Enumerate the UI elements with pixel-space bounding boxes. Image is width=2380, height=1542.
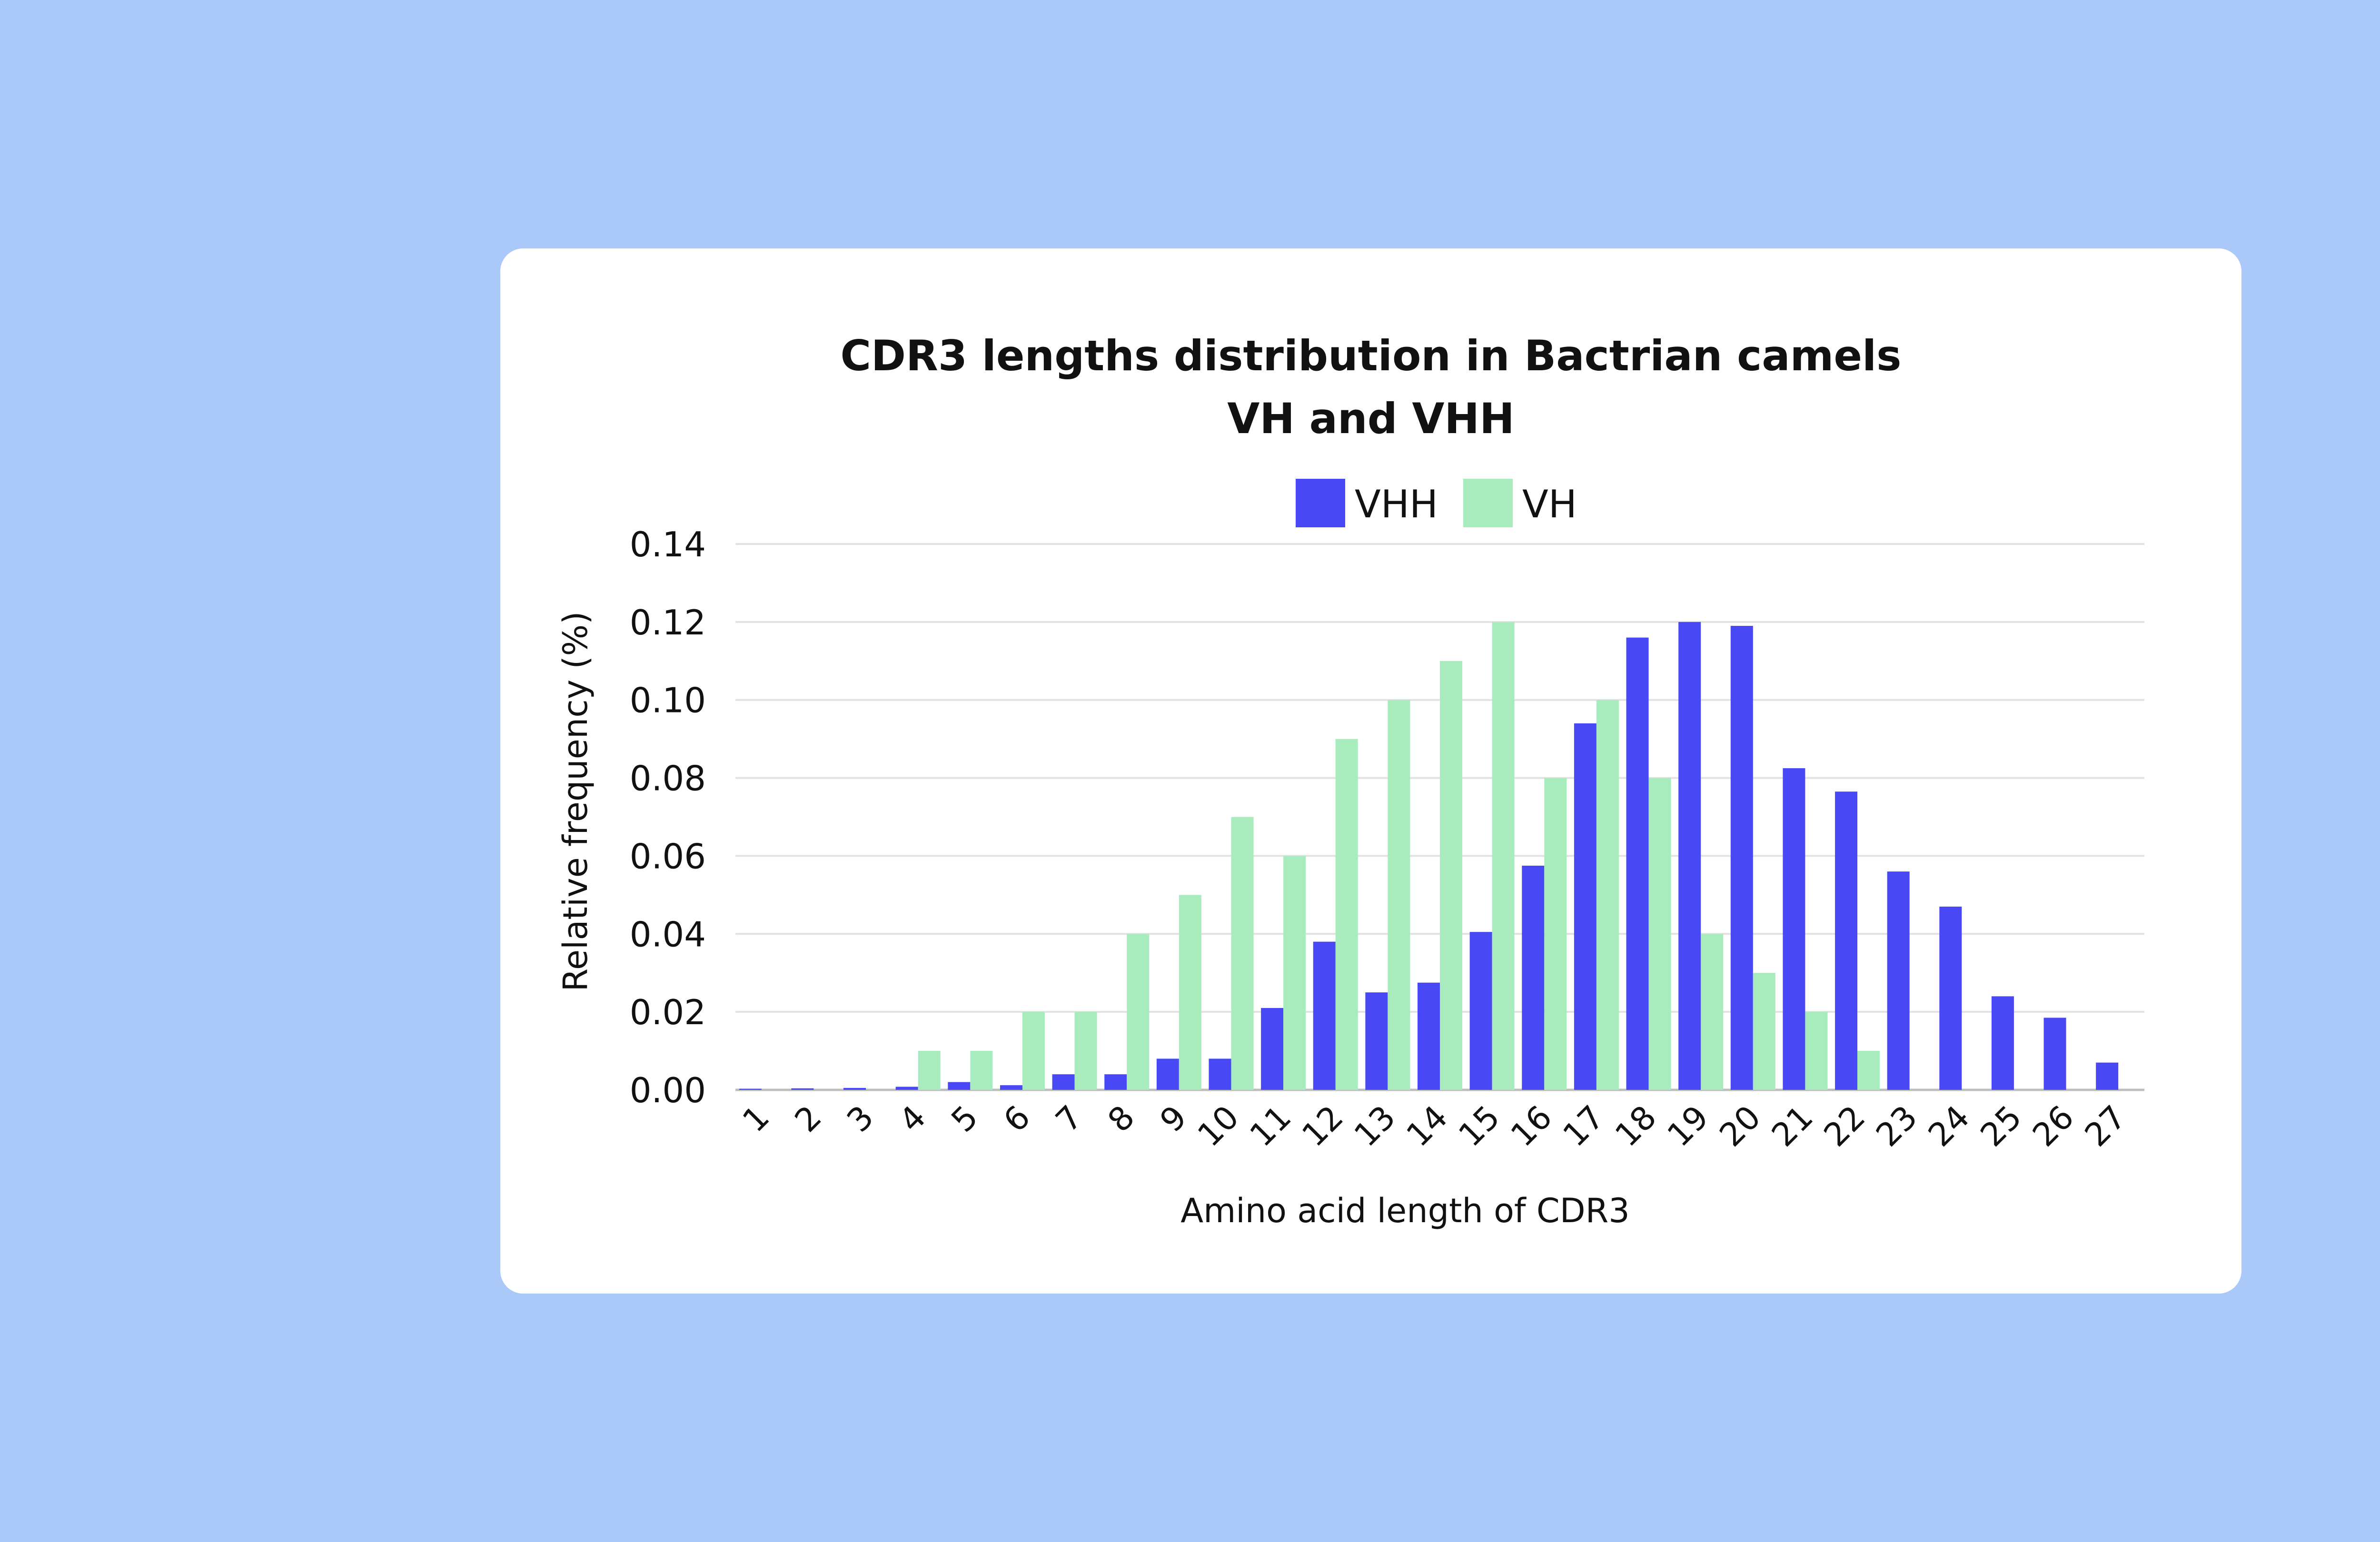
bar-vh-8 <box>1127 934 1150 1090</box>
x-tick-label: 25 <box>1973 1098 2029 1154</box>
x-axis-ticks: 1 2 3 4 5 6 7 8 91011121314151617181920212223242… <box>735 1098 2133 1154</box>
bar-vhh-16 <box>1522 865 1545 1090</box>
bar-vh-4 <box>918 1051 941 1090</box>
y-axis-label: Relative frequency (%) <box>556 611 595 991</box>
y-axis-ticks: 0.00 0.02 0.04 0.06 0.08 0.10 0.12 0.14 <box>630 524 706 1110</box>
bar-vhh-9 <box>1156 1058 1179 1090</box>
bar-vhh-12 <box>1313 941 1336 1090</box>
bar-vh-16 <box>1544 778 1567 1090</box>
x-tick-label: 18 <box>1608 1098 1664 1154</box>
x-tick-label: 24 <box>1921 1098 1977 1154</box>
bar-vh-12 <box>1335 739 1358 1090</box>
bar-vhh-14 <box>1418 982 1440 1090</box>
x-tick-label: 10 <box>1190 1098 1246 1154</box>
x-axis-label: Amino acid length of CDR3 <box>1180 1191 1630 1230</box>
legend-label-vhh: VHH <box>1355 482 1438 526</box>
bar-vh-15 <box>1492 622 1515 1090</box>
x-tick-label: 15 <box>1452 1098 1507 1154</box>
bar-vhh-6 <box>1000 1085 1022 1090</box>
bar-vh-18 <box>1648 778 1671 1090</box>
bar-vh-22 <box>1857 1051 1880 1090</box>
x-tick-label: 22 <box>1817 1098 1873 1154</box>
x-tick-label: 7 <box>1049 1098 1090 1139</box>
bar-vh-19 <box>1701 934 1724 1090</box>
bar-vhh-19 <box>1678 622 1701 1090</box>
x-tick-label: 23 <box>1869 1098 1925 1154</box>
legend-swatch-vh <box>1463 479 1513 527</box>
bar-vhh-8 <box>1104 1074 1127 1090</box>
bar-vh-11 <box>1283 856 1306 1090</box>
bar-vhh-26 <box>2043 1018 2066 1090</box>
x-tick-label: 4 <box>892 1098 933 1139</box>
legend: VHH VH <box>1296 479 1577 527</box>
chart-card <box>500 248 2241 1294</box>
bar-vhh-20 <box>1730 626 1753 1090</box>
x-tick-label: 12 <box>1295 1098 1351 1154</box>
bar-vh-14 <box>1440 661 1462 1090</box>
x-tick-label: 5 <box>944 1098 985 1139</box>
x-tick-label: 2 <box>788 1098 829 1139</box>
bar-vhh-21 <box>1783 768 1805 1090</box>
bar-vh-21 <box>1805 1012 1828 1090</box>
x-tick-label: 21 <box>1765 1098 1820 1154</box>
bar-vhh-13 <box>1365 992 1388 1090</box>
bar-vhh-11 <box>1261 1008 1284 1090</box>
bar-vh-17 <box>1596 700 1619 1090</box>
x-tick-label: 3 <box>840 1098 881 1139</box>
y-tick-label: 0.00 <box>630 1070 706 1110</box>
bar-vhh-15 <box>1469 932 1492 1090</box>
x-tick-label: 20 <box>1713 1098 1768 1154</box>
bar-vhh-3 <box>843 1087 866 1090</box>
bar-vh-5 <box>970 1051 993 1090</box>
y-tick-label: 0.08 <box>630 759 706 799</box>
bars <box>739 622 2119 1090</box>
y-tick-label: 0.14 <box>630 524 706 564</box>
bar-vhh-27 <box>2096 1062 2119 1090</box>
bar-vhh-4 <box>895 1087 918 1090</box>
bar-vhh-24 <box>1939 906 1962 1090</box>
x-tick-label: 6 <box>997 1098 1038 1139</box>
bar-vhh-7 <box>1052 1074 1075 1090</box>
x-tick-label: 11 <box>1243 1098 1299 1154</box>
bar-vhh-23 <box>1887 871 1910 1090</box>
y-tick-label: 0.04 <box>630 914 706 954</box>
x-tick-label: 27 <box>2078 1098 2133 1154</box>
x-tick-label: 1 <box>735 1098 776 1139</box>
x-tick-label: 8 <box>1101 1098 1142 1139</box>
bar-vh-9 <box>1179 895 1201 1090</box>
bar-vhh-25 <box>1991 996 2014 1090</box>
x-tick-label: 9 <box>1153 1098 1194 1139</box>
chart-title: CDR3 lengths distribution in Bactrian ca… <box>840 331 1901 380</box>
bar-vh-20 <box>1753 973 1775 1090</box>
y-tick-label: 0.06 <box>630 836 706 876</box>
bar-vhh-10 <box>1209 1058 1231 1090</box>
legend-label-vh: VH <box>1522 482 1577 526</box>
x-tick-label: 26 <box>2026 1098 2082 1154</box>
x-tick-label: 14 <box>1399 1098 1455 1154</box>
y-tick-label: 0.10 <box>630 681 706 721</box>
y-tick-label: 0.02 <box>630 992 706 1032</box>
legend-swatch-vhh <box>1296 479 1345 527</box>
bar-vhh-22 <box>1835 791 1858 1090</box>
y-tick-label: 0.12 <box>630 603 706 642</box>
bar-vhh-18 <box>1626 637 1649 1090</box>
x-tick-label: 16 <box>1504 1098 1559 1154</box>
bar-vh-6 <box>1022 1012 1045 1090</box>
bar-vhh-5 <box>948 1082 971 1090</box>
chart-subtitle: VH and VHH <box>1227 394 1514 443</box>
bar-vh-10 <box>1231 817 1254 1090</box>
x-tick-label: 19 <box>1660 1098 1716 1154</box>
bar-vhh-1 <box>739 1088 762 1090</box>
x-tick-label: 13 <box>1347 1098 1403 1154</box>
bar-vh-13 <box>1388 700 1410 1090</box>
bar-vhh-2 <box>791 1088 814 1090</box>
bar-vh-7 <box>1074 1012 1097 1090</box>
bar-vhh-17 <box>1574 723 1597 1090</box>
x-tick-label: 17 <box>1556 1098 1612 1154</box>
